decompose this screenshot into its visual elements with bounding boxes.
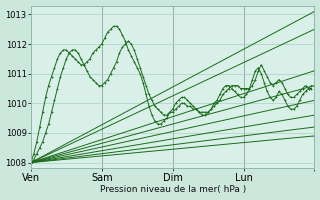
- X-axis label: Pression niveau de la mer( hPa ): Pression niveau de la mer( hPa ): [100, 185, 246, 194]
